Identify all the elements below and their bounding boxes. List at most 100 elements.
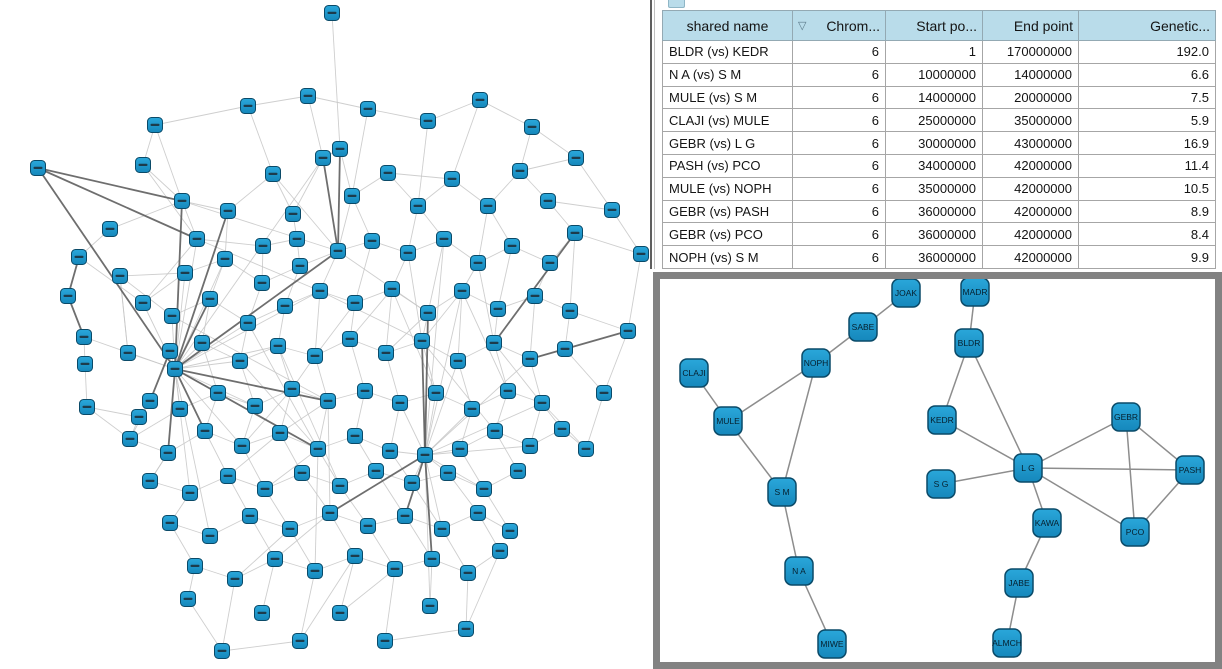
graph-edge[interactable]	[119, 272, 186, 277]
graph-edge[interactable]	[349, 288, 393, 340]
graph-node[interactable]	[504, 238, 520, 254]
graph-edge[interactable]	[174, 360, 241, 370]
graph-node-miwe[interactable]: MIWE	[817, 629, 847, 659]
graph-node-mule[interactable]: MULE	[713, 406, 743, 436]
graph-node[interactable]	[502, 523, 518, 539]
graph-edge[interactable]	[239, 360, 319, 450]
graph-edge[interactable]	[142, 164, 198, 240]
graph-node[interactable]	[522, 438, 538, 454]
graph-edge[interactable]	[424, 360, 459, 456]
graph-node[interactable]	[387, 561, 403, 577]
graph-edge[interactable]	[424, 392, 437, 456]
graph-edge[interactable]	[421, 340, 496, 432]
graph-node[interactable]	[220, 203, 236, 219]
graph-node-sabe[interactable]: SABE	[848, 312, 878, 342]
graph-node[interactable]	[470, 255, 486, 271]
graph-edge[interactable]	[574, 232, 642, 255]
graph-node[interactable]	[357, 383, 373, 399]
graph-edge[interactable]	[424, 445, 531, 456]
graph-node[interactable]	[596, 385, 612, 401]
graph-edge[interactable]	[174, 238, 198, 370]
graph-edge[interactable]	[337, 195, 353, 252]
graph-edge[interactable]	[424, 290, 463, 456]
overlap-network-canvas[interactable]: JOAK MADR SABE NOPH BLDR CLAJI MULE KEDR GEBR L G…	[660, 279, 1215, 662]
graph-node[interactable]	[187, 558, 203, 574]
graph-edge[interactable]	[167, 368, 176, 454]
graph-edge[interactable]	[307, 95, 324, 159]
graph-edge[interactable]	[427, 99, 481, 122]
graph-node[interactable]	[162, 515, 178, 531]
graph-node[interactable]	[240, 315, 256, 331]
graph-edge[interactable]	[174, 210, 229, 370]
graph-edge[interactable]	[564, 348, 605, 394]
graph-edge[interactable]	[417, 120, 429, 207]
graph-edge[interactable]	[479, 99, 533, 128]
graph-edge[interactable]	[331, 12, 341, 150]
graph-node[interactable]	[347, 548, 363, 564]
graph-edge[interactable]	[322, 157, 339, 252]
graph-edge[interactable]	[261, 558, 276, 614]
graph-node[interactable]	[422, 598, 438, 614]
graph-edge[interactable]	[465, 550, 501, 630]
graph-node[interactable]	[397, 508, 413, 524]
graph-node[interactable]	[490, 301, 506, 317]
graph-edge[interactable]	[407, 252, 423, 342]
graph-edge[interactable]	[319, 290, 423, 342]
graph-edge[interactable]	[37, 167, 176, 370]
graph-node-joak[interactable]: JOAK	[891, 279, 921, 308]
graph-node[interactable]	[71, 249, 87, 265]
graph-node[interactable]	[255, 238, 271, 254]
graph-edge[interactable]	[221, 578, 236, 652]
table-row[interactable]: CLAJI (vs) MULE 6 25000000 35000000 5.9	[662, 108, 1216, 133]
graph-edge[interactable]	[227, 432, 281, 477]
graph-node[interactable]	[257, 481, 273, 497]
column-header-start-po-[interactable]: Start po...	[885, 10, 983, 41]
graph-edge[interactable]	[385, 352, 401, 404]
graph-edge[interactable]	[299, 570, 316, 642]
graph-edge[interactable]	[174, 368, 243, 447]
graph-edge[interactable]	[171, 315, 329, 402]
graph-edge[interactable]	[424, 402, 543, 456]
graph-edge[interactable]	[201, 342, 219, 394]
graph-node[interactable]	[342, 331, 358, 347]
graph-edge[interactable]	[329, 454, 426, 514]
graph-edge[interactable]	[337, 250, 429, 314]
graph-node[interactable]	[472, 92, 488, 108]
graph-edge[interactable]	[174, 322, 249, 370]
graph-node[interactable]	[292, 258, 308, 274]
graph-node[interactable]	[30, 160, 46, 176]
graph-node[interactable]	[172, 401, 188, 417]
graph-node[interactable]	[254, 605, 270, 621]
graph-node[interactable]	[364, 233, 380, 249]
graph-node-claji[interactable]: CLAJI	[679, 358, 709, 388]
graph-node[interactable]	[240, 98, 256, 114]
graph-node[interactable]	[122, 431, 138, 447]
graph-node-s-g[interactable]: S G	[926, 469, 956, 499]
graph-node[interactable]	[167, 361, 183, 377]
graph-node[interactable]	[315, 150, 331, 166]
graph-edge[interactable]	[493, 342, 563, 430]
graph-node[interactable]	[220, 468, 236, 484]
graph-edge[interactable]	[109, 200, 183, 230]
graph-node[interactable]	[420, 305, 436, 321]
graph-edge[interactable]	[367, 108, 429, 122]
table-row[interactable]: GEBR (vs) PASH 6 36000000 42000000 8.9	[662, 199, 1216, 224]
graph-edge[interactable]	[196, 238, 264, 247]
graph-node-almch[interactable]: ALMCH	[992, 628, 1022, 658]
graph-edge[interactable]	[1027, 416, 1127, 469]
graph-edge[interactable]	[384, 628, 467, 642]
graph-node[interactable]	[360, 518, 376, 534]
graph-node[interactable]	[265, 166, 281, 182]
graph-node[interactable]	[380, 165, 396, 181]
graph-node[interactable]	[486, 335, 502, 351]
graph-edge[interactable]	[142, 238, 198, 304]
graph-node[interactable]	[604, 202, 620, 218]
graph-node[interactable]	[450, 353, 466, 369]
graph-node[interactable]	[454, 283, 470, 299]
graph-node[interactable]	[568, 150, 584, 166]
graph-node[interactable]	[174, 193, 190, 209]
graph-edge[interactable]	[1125, 416, 1136, 533]
graph-node[interactable]	[180, 591, 196, 607]
graph-node[interactable]	[310, 441, 326, 457]
graph-node[interactable]	[320, 393, 336, 409]
